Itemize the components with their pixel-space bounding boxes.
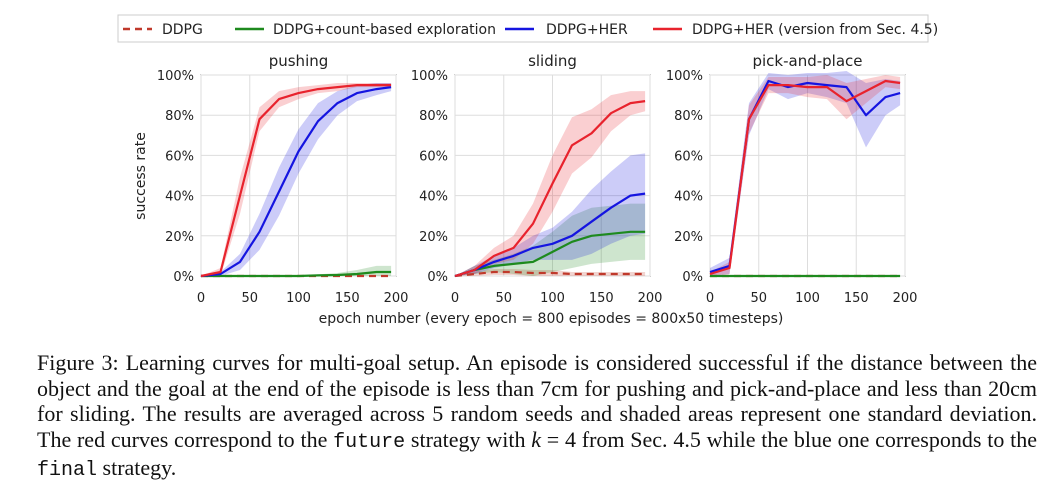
panel-sliding: sliding 0% 20% 40% 60% 80% 100% 0 50 100 150 200	[411, 52, 663, 306]
panel-title: pick-and-place	[752, 52, 862, 70]
caption-code-future: future	[333, 430, 406, 454]
x-tick-label: 50	[241, 291, 258, 306]
caption-k-variable: k	[531, 426, 541, 452]
x-tick-label: 200	[893, 291, 918, 306]
panel-pick-and-place: pick-and-place 0% 20% 40% 60% 80% 100% 0 50 100 15…	[666, 52, 918, 306]
x-tick-label: 200	[638, 291, 663, 306]
series-line-her45	[200, 83, 392, 278]
legend: DDPG DDPG+count-based exploration DDPG+H…	[117, 14, 938, 43]
y-tick-label: 60%	[165, 149, 194, 164]
std-band-count	[201, 265, 392, 276]
std-band-her	[710, 71, 901, 276]
caption-text-4: strategy.	[97, 455, 177, 480]
series-line-count	[454, 230, 646, 278]
legend-label-ddpg: DDPG	[162, 22, 203, 38]
x-tick-label: 150	[844, 291, 869, 306]
panel-pushing: pushing 0% 20% 40% 60% 80% 100% 0 50 100 150 200	[157, 52, 409, 306]
caption-code-final: final	[37, 459, 98, 482]
y-tick-label: 100%	[411, 69, 448, 84]
y-tick-label: 80%	[419, 109, 448, 124]
legend-label-her45: DDPG+HER (version from Sec. 4.5)	[692, 22, 938, 38]
y-tick-label: 80%	[674, 109, 703, 124]
x-axis-label: epoch number (every epoch = 800 episodes…	[319, 311, 784, 327]
y-tick-label: 40%	[165, 190, 194, 205]
y-tick-label: 40%	[674, 190, 703, 205]
y-tick-label: 0%	[682, 270, 703, 285]
x-tick-label: 100	[795, 291, 820, 306]
series-line-ddpg	[454, 270, 646, 278]
std-band-her45	[455, 91, 646, 276]
caption-text-2: strategy with	[405, 426, 532, 452]
x-tick-label: 150	[335, 291, 360, 306]
x-tick-label: 100	[286, 291, 311, 306]
x-tick-label: 200	[384, 291, 409, 306]
y-tick-label: 80%	[165, 109, 194, 124]
series-line-her45	[709, 79, 901, 276]
y-tick-label: 100%	[666, 69, 703, 84]
panel-title: sliding	[528, 52, 577, 70]
caption-k-equals: = 4	[541, 426, 576, 452]
x-tick-label: 0	[451, 291, 459, 306]
series-line-her	[200, 86, 392, 278]
x-tick-label: 0	[197, 291, 205, 306]
legend-label-her: DDPG+HER	[546, 22, 628, 38]
caption-text-1: Figure 3: Learning curves for multi-goal…	[37, 350, 1037, 452]
y-tick-label: 0%	[173, 270, 194, 285]
figure-caption: Figure 3: Learning curves for multi-goal…	[37, 350, 1037, 484]
caption-text-3: from Sec. 4.5 while the blue one corresp…	[575, 426, 1037, 452]
y-tick-label: 20%	[674, 230, 703, 245]
series-line-her45	[454, 100, 646, 278]
y-tick-label: 40%	[419, 190, 448, 205]
x-tick-label: 0	[706, 291, 714, 306]
figure: DDPG DDPG+count-based exploration DDPG+H…	[117, 14, 938, 327]
x-tick-label: 50	[750, 291, 767, 306]
x-tick-label: 100	[540, 291, 565, 306]
y-tick-label: 20%	[165, 230, 194, 245]
y-tick-label: 20%	[419, 230, 448, 245]
series-line-count	[201, 270, 392, 278]
std-band-ddpg	[455, 269, 646, 276]
std-band-count	[455, 203, 646, 276]
y-tick-label: 60%	[419, 149, 448, 164]
panel-title: pushing	[269, 52, 329, 70]
x-tick-label: 150	[589, 291, 614, 306]
y-tick-label: 60%	[674, 149, 703, 164]
y-tick-label: 0%	[427, 270, 448, 285]
y-axis-label: success rate	[133, 132, 149, 220]
y-tick-label: 100%	[157, 69, 194, 84]
std-band-her	[455, 153, 646, 276]
x-tick-label: 50	[495, 291, 512, 306]
series-line-her	[454, 192, 646, 278]
legend-label-count: DDPG+count-based exploration	[273, 22, 496, 38]
